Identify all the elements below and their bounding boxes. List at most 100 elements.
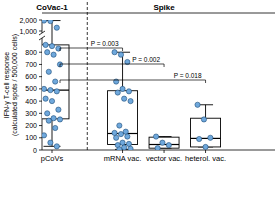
data-point bbox=[123, 129, 128, 134]
x-tick-label: heterol. vac. bbox=[185, 154, 226, 163]
y-tick bbox=[39, 125, 42, 126]
chart: CoVac-1 Spike 0 100 200 300 400 500 600 700 800 1,0… bbox=[0, 0, 278, 200]
data-point bbox=[45, 111, 50, 116]
significance-bracket bbox=[60, 64, 164, 67]
whisker bbox=[52, 21, 53, 45]
data-point bbox=[53, 79, 58, 84]
data-point bbox=[120, 140, 125, 145]
data-point bbox=[112, 130, 117, 135]
whisker bbox=[122, 52, 123, 91]
data-point bbox=[46, 118, 51, 123]
y-tick-label: 300 bbox=[25, 110, 37, 117]
data-point bbox=[122, 145, 127, 150]
y-tick bbox=[39, 101, 42, 102]
significance-bracket bbox=[60, 48, 123, 51]
data-point bbox=[117, 147, 122, 150]
data-point bbox=[115, 90, 120, 95]
data-point bbox=[128, 146, 133, 150]
y-tick bbox=[39, 113, 42, 114]
data-point bbox=[54, 89, 59, 94]
data-point bbox=[46, 69, 51, 74]
data-point bbox=[42, 20, 47, 23]
data-point bbox=[118, 52, 123, 57]
p-value: P = 0.002 bbox=[132, 56, 160, 63]
box bbox=[191, 118, 221, 147]
data-point bbox=[118, 132, 123, 137]
data-point bbox=[160, 140, 165, 145]
y-tick-label: 400 bbox=[25, 98, 37, 105]
data-point bbox=[56, 107, 61, 112]
box bbox=[42, 45, 69, 119]
y-tick-label: 100 bbox=[25, 134, 37, 141]
y-tick-label: 700 bbox=[25, 61, 37, 68]
data-point bbox=[166, 143, 171, 148]
data-point bbox=[112, 50, 117, 55]
data-point bbox=[126, 89, 131, 94]
y-tick bbox=[39, 76, 42, 77]
data-point bbox=[57, 117, 62, 122]
data-point bbox=[49, 99, 54, 104]
data-point bbox=[42, 86, 47, 91]
y-tick bbox=[39, 150, 42, 151]
y-axis-title: IFN-γ T-cell response(calculated spots /… bbox=[3, 34, 19, 136]
data-point bbox=[128, 99, 133, 104]
y-tick bbox=[39, 20, 42, 21]
data-point bbox=[197, 136, 202, 141]
y-axis-title-line: IFN-γ T-cell response bbox=[3, 52, 11, 119]
data-point bbox=[53, 125, 58, 130]
y-tick-label: 2,000 bbox=[19, 17, 37, 24]
group-label: Spike bbox=[153, 3, 175, 12]
whisker bbox=[205, 105, 206, 118]
data-point bbox=[43, 96, 48, 101]
header-line bbox=[42, 13, 275, 14]
y-tick bbox=[39, 88, 42, 89]
box bbox=[108, 91, 138, 145]
x-tick bbox=[164, 150, 165, 153]
data-point bbox=[153, 134, 158, 139]
y-axis-title-line: (calculated spots / 500,000 cells) bbox=[11, 34, 19, 136]
y-tick bbox=[39, 137, 42, 138]
data-point bbox=[195, 102, 200, 107]
x-tick bbox=[205, 150, 206, 153]
p-value: P = 0.018 bbox=[174, 72, 202, 79]
data-point bbox=[43, 42, 48, 47]
data-point bbox=[48, 20, 53, 24]
group-label: CoVac-1 bbox=[36, 3, 68, 12]
data-point bbox=[42, 133, 47, 138]
y-tick-label: 0 bbox=[33, 147, 37, 154]
box bbox=[149, 137, 179, 148]
x-tick-label: pCoVs bbox=[41, 154, 64, 163]
y-tick bbox=[39, 64, 42, 65]
data-point bbox=[51, 116, 56, 121]
axis-break bbox=[39, 31, 45, 35]
x-tick bbox=[52, 150, 53, 153]
x-tick-label: vector vac. bbox=[146, 154, 182, 163]
y-tick-label: 200 bbox=[25, 122, 37, 129]
axis-break bbox=[39, 36, 45, 40]
median bbox=[191, 138, 221, 139]
data-point bbox=[126, 141, 131, 146]
data-point bbox=[155, 146, 160, 150]
y-tick-label: 800 bbox=[25, 49, 37, 56]
p-value: P = 0.003 bbox=[91, 40, 119, 47]
data-point bbox=[114, 135, 119, 140]
y-tick-label: 500 bbox=[25, 85, 37, 92]
x-tick-label: mRNA vac. bbox=[104, 154, 142, 163]
data-point bbox=[117, 123, 122, 128]
significance-bracket bbox=[60, 80, 206, 83]
data-point bbox=[201, 117, 206, 122]
data-point bbox=[54, 25, 59, 30]
data-point bbox=[45, 50, 50, 55]
data-point bbox=[49, 44, 54, 49]
data-point bbox=[51, 52, 56, 57]
data-point bbox=[122, 96, 127, 101]
y-tick-label: 600 bbox=[25, 73, 37, 80]
data-point bbox=[48, 140, 53, 145]
group-separator bbox=[87, 2, 88, 150]
data-point bbox=[120, 86, 125, 91]
y-tick bbox=[39, 52, 42, 53]
y-tick-label: 1,000 bbox=[19, 28, 37, 35]
data-point bbox=[125, 134, 130, 139]
data-point bbox=[48, 88, 53, 93]
data-point bbox=[203, 144, 208, 149]
